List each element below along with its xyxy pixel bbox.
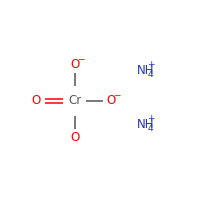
Text: O: O: [31, 95, 40, 108]
Text: NH: NH: [137, 118, 154, 131]
Text: 4: 4: [147, 124, 153, 133]
Text: 4: 4: [147, 70, 153, 79]
Text: +: +: [147, 60, 155, 69]
Text: O: O: [70, 131, 79, 144]
Text: +: +: [147, 114, 155, 123]
Text: O: O: [70, 58, 79, 71]
Text: −: −: [77, 54, 84, 63]
Text: O: O: [106, 95, 116, 108]
Text: −: −: [113, 91, 121, 100]
Text: NH: NH: [137, 64, 154, 77]
Text: Cr: Cr: [68, 95, 81, 108]
